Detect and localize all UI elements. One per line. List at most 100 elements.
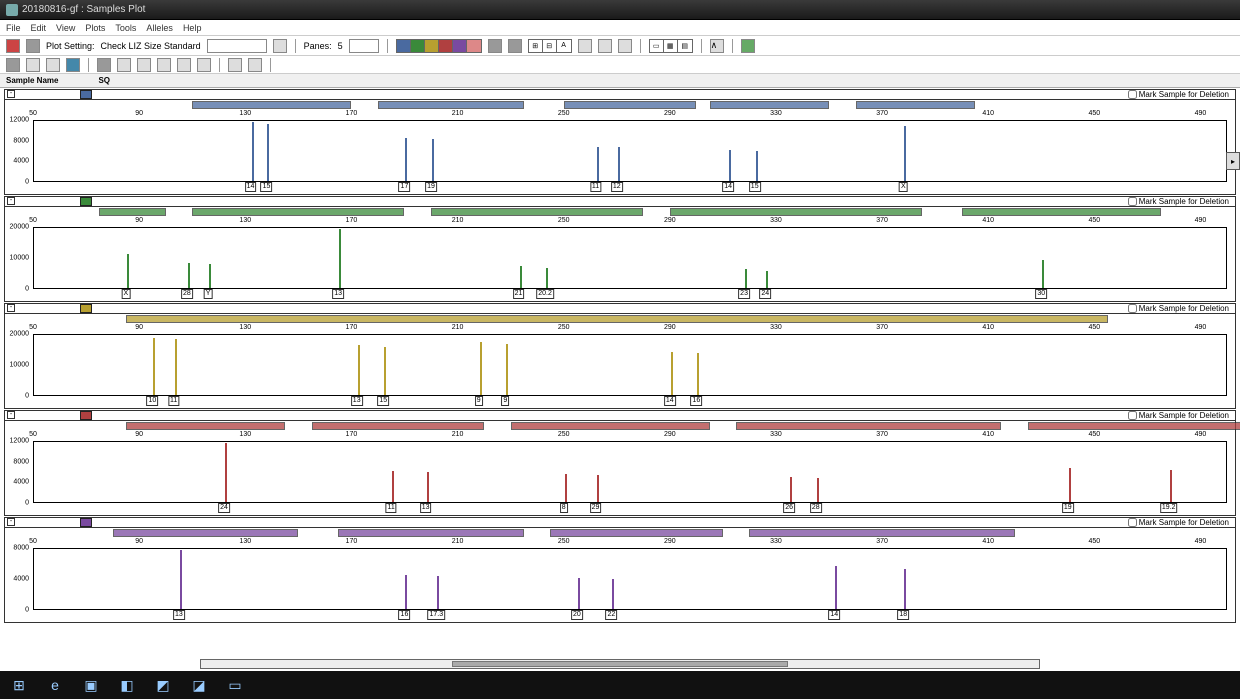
allele-call[interactable]: 24: [218, 503, 230, 513]
allele-call[interactable]: 29: [590, 503, 602, 513]
view-group[interactable]: ▭▦▤: [649, 39, 693, 53]
plot-area[interactable]: [33, 548, 1227, 610]
allele-call[interactable]: 18: [897, 610, 909, 620]
allele-call[interactable]: 16: [399, 610, 411, 620]
allele-call[interactable]: 10: [146, 396, 158, 406]
menu-file[interactable]: File: [6, 23, 21, 33]
refresh-icon[interactable]: [741, 39, 755, 53]
allele-call[interactable]: 14: [245, 182, 257, 192]
menu-alleles[interactable]: Alleles: [146, 23, 173, 33]
export-icon[interactable]: [26, 39, 40, 53]
allele-call[interactable]: 20.2: [536, 289, 554, 299]
task-icon[interactable]: ◧: [118, 676, 136, 694]
allele-call[interactable]: 19: [1062, 503, 1074, 513]
scrollbar-thumb[interactable]: [452, 661, 787, 667]
plot-area[interactable]: [33, 227, 1227, 289]
allele-call[interactable]: 30: [1035, 289, 1047, 299]
allele-call[interactable]: 13: [332, 289, 344, 299]
allele-call[interactable]: 23: [738, 289, 750, 299]
toolbar-icon[interactable]: [6, 58, 20, 72]
allele-call[interactable]: 15: [749, 182, 761, 192]
plot-setting-dropdown[interactable]: [207, 39, 267, 53]
allele-call[interactable]: 19: [425, 182, 437, 192]
task-icon[interactable]: ◪: [190, 676, 208, 694]
print-icon[interactable]: [6, 39, 20, 53]
toolbar-icon[interactable]: [618, 39, 632, 53]
allele-call[interactable]: 24: [759, 289, 771, 299]
toolbar-icon[interactable]: [97, 58, 111, 72]
task-icon[interactable]: ◩: [154, 676, 172, 694]
allele-call[interactable]: 14: [828, 610, 840, 620]
allele-call[interactable]: 17: [399, 182, 411, 192]
allele-call[interactable]: 12: [611, 182, 623, 192]
plot-area[interactable]: [33, 441, 1227, 503]
person-icon[interactable]: [248, 58, 262, 72]
panes-dropdown[interactable]: [349, 39, 379, 53]
allele-call[interactable]: 15: [261, 182, 273, 192]
side-collapse-button[interactable]: ▸: [1226, 152, 1240, 170]
menu-help[interactable]: Help: [183, 23, 202, 33]
dye-selector[interactable]: [396, 39, 482, 53]
mark-deletion-checkbox[interactable]: [1128, 197, 1137, 206]
edge-icon[interactable]: e: [46, 676, 64, 694]
toolbar-icon[interactable]: [488, 39, 502, 53]
allele-call[interactable]: 20: [571, 610, 583, 620]
collapse-button[interactable]: -: [7, 304, 15, 312]
allele-call[interactable]: 28: [181, 289, 193, 299]
toolbar-icon[interactable]: [197, 58, 211, 72]
mark-for-deletion[interactable]: Mark Sample for Deletion: [1128, 197, 1229, 206]
allele-call[interactable]: 13: [173, 610, 185, 620]
allele-call[interactable]: 15: [377, 396, 389, 406]
allele-call[interactable]: 21: [513, 289, 525, 299]
toolbar-icon[interactable]: [508, 39, 522, 53]
explorer-icon[interactable]: ▣: [82, 676, 100, 694]
collapse-button[interactable]: -: [7, 518, 15, 526]
toolbar-icon[interactable]: [578, 39, 592, 53]
toolbar-icon[interactable]: [228, 58, 242, 72]
allele-call[interactable]: 11: [386, 503, 397, 513]
horizontal-scrollbar[interactable]: [200, 659, 1040, 669]
allele-call[interactable]: 9: [475, 396, 483, 406]
allele-call[interactable]: 14: [722, 182, 734, 192]
allele-call[interactable]: 13: [420, 503, 432, 513]
allele-call[interactable]: Y: [204, 289, 213, 299]
menu-view[interactable]: View: [56, 23, 75, 33]
allele-call[interactable]: 11: [590, 182, 601, 192]
allele-call[interactable]: 26: [783, 503, 795, 513]
allele-call[interactable]: X: [899, 182, 908, 192]
allele-call[interactable]: 14: [664, 396, 676, 406]
task-icon[interactable]: ▭: [226, 676, 244, 694]
mark-deletion-checkbox[interactable]: [1128, 304, 1137, 313]
mark-for-deletion[interactable]: Mark Sample for Deletion: [1128, 518, 1229, 527]
toolbar-icon[interactable]: [66, 58, 80, 72]
allele-call[interactable]: 22: [606, 610, 618, 620]
toolbar-icon[interactable]: [46, 58, 60, 72]
allele-call[interactable]: 17.3: [427, 610, 445, 620]
toolbar-icon[interactable]: [598, 39, 612, 53]
mark-deletion-checkbox[interactable]: [1128, 411, 1137, 420]
menu-plots[interactable]: Plots: [85, 23, 105, 33]
nav-up-icon[interactable]: ∧: [710, 39, 724, 53]
mark-for-deletion[interactable]: Mark Sample for Deletion: [1128, 411, 1229, 420]
toolbar-icon[interactable]: [177, 58, 191, 72]
allele-call[interactable]: 11: [168, 396, 179, 406]
toolbar-icon[interactable]: [26, 58, 40, 72]
allele-call[interactable]: 8: [560, 503, 568, 513]
start-icon[interactable]: ⊞: [10, 676, 28, 694]
allele-call[interactable]: X: [122, 289, 131, 299]
plot-area[interactable]: [33, 120, 1227, 182]
mark-deletion-checkbox[interactable]: [1128, 90, 1137, 99]
toolbar-icon[interactable]: [157, 58, 171, 72]
mark-for-deletion[interactable]: Mark Sample for Deletion: [1128, 304, 1229, 313]
allele-call[interactable]: 16: [690, 396, 702, 406]
mark-deletion-checkbox[interactable]: [1128, 518, 1137, 527]
collapse-button[interactable]: -: [7, 411, 15, 419]
allele-call[interactable]: 13: [351, 396, 363, 406]
mark-for-deletion[interactable]: Mark Sample for Deletion: [1128, 90, 1229, 99]
allele-call[interactable]: 9: [501, 396, 509, 406]
save-icon[interactable]: [273, 39, 287, 53]
toolbar-icon[interactable]: [117, 58, 131, 72]
allele-call[interactable]: 28: [810, 503, 822, 513]
allele-call[interactable]: 19.2: [1160, 503, 1178, 513]
zoom-group[interactable]: ⊞⊟A: [528, 39, 572, 53]
